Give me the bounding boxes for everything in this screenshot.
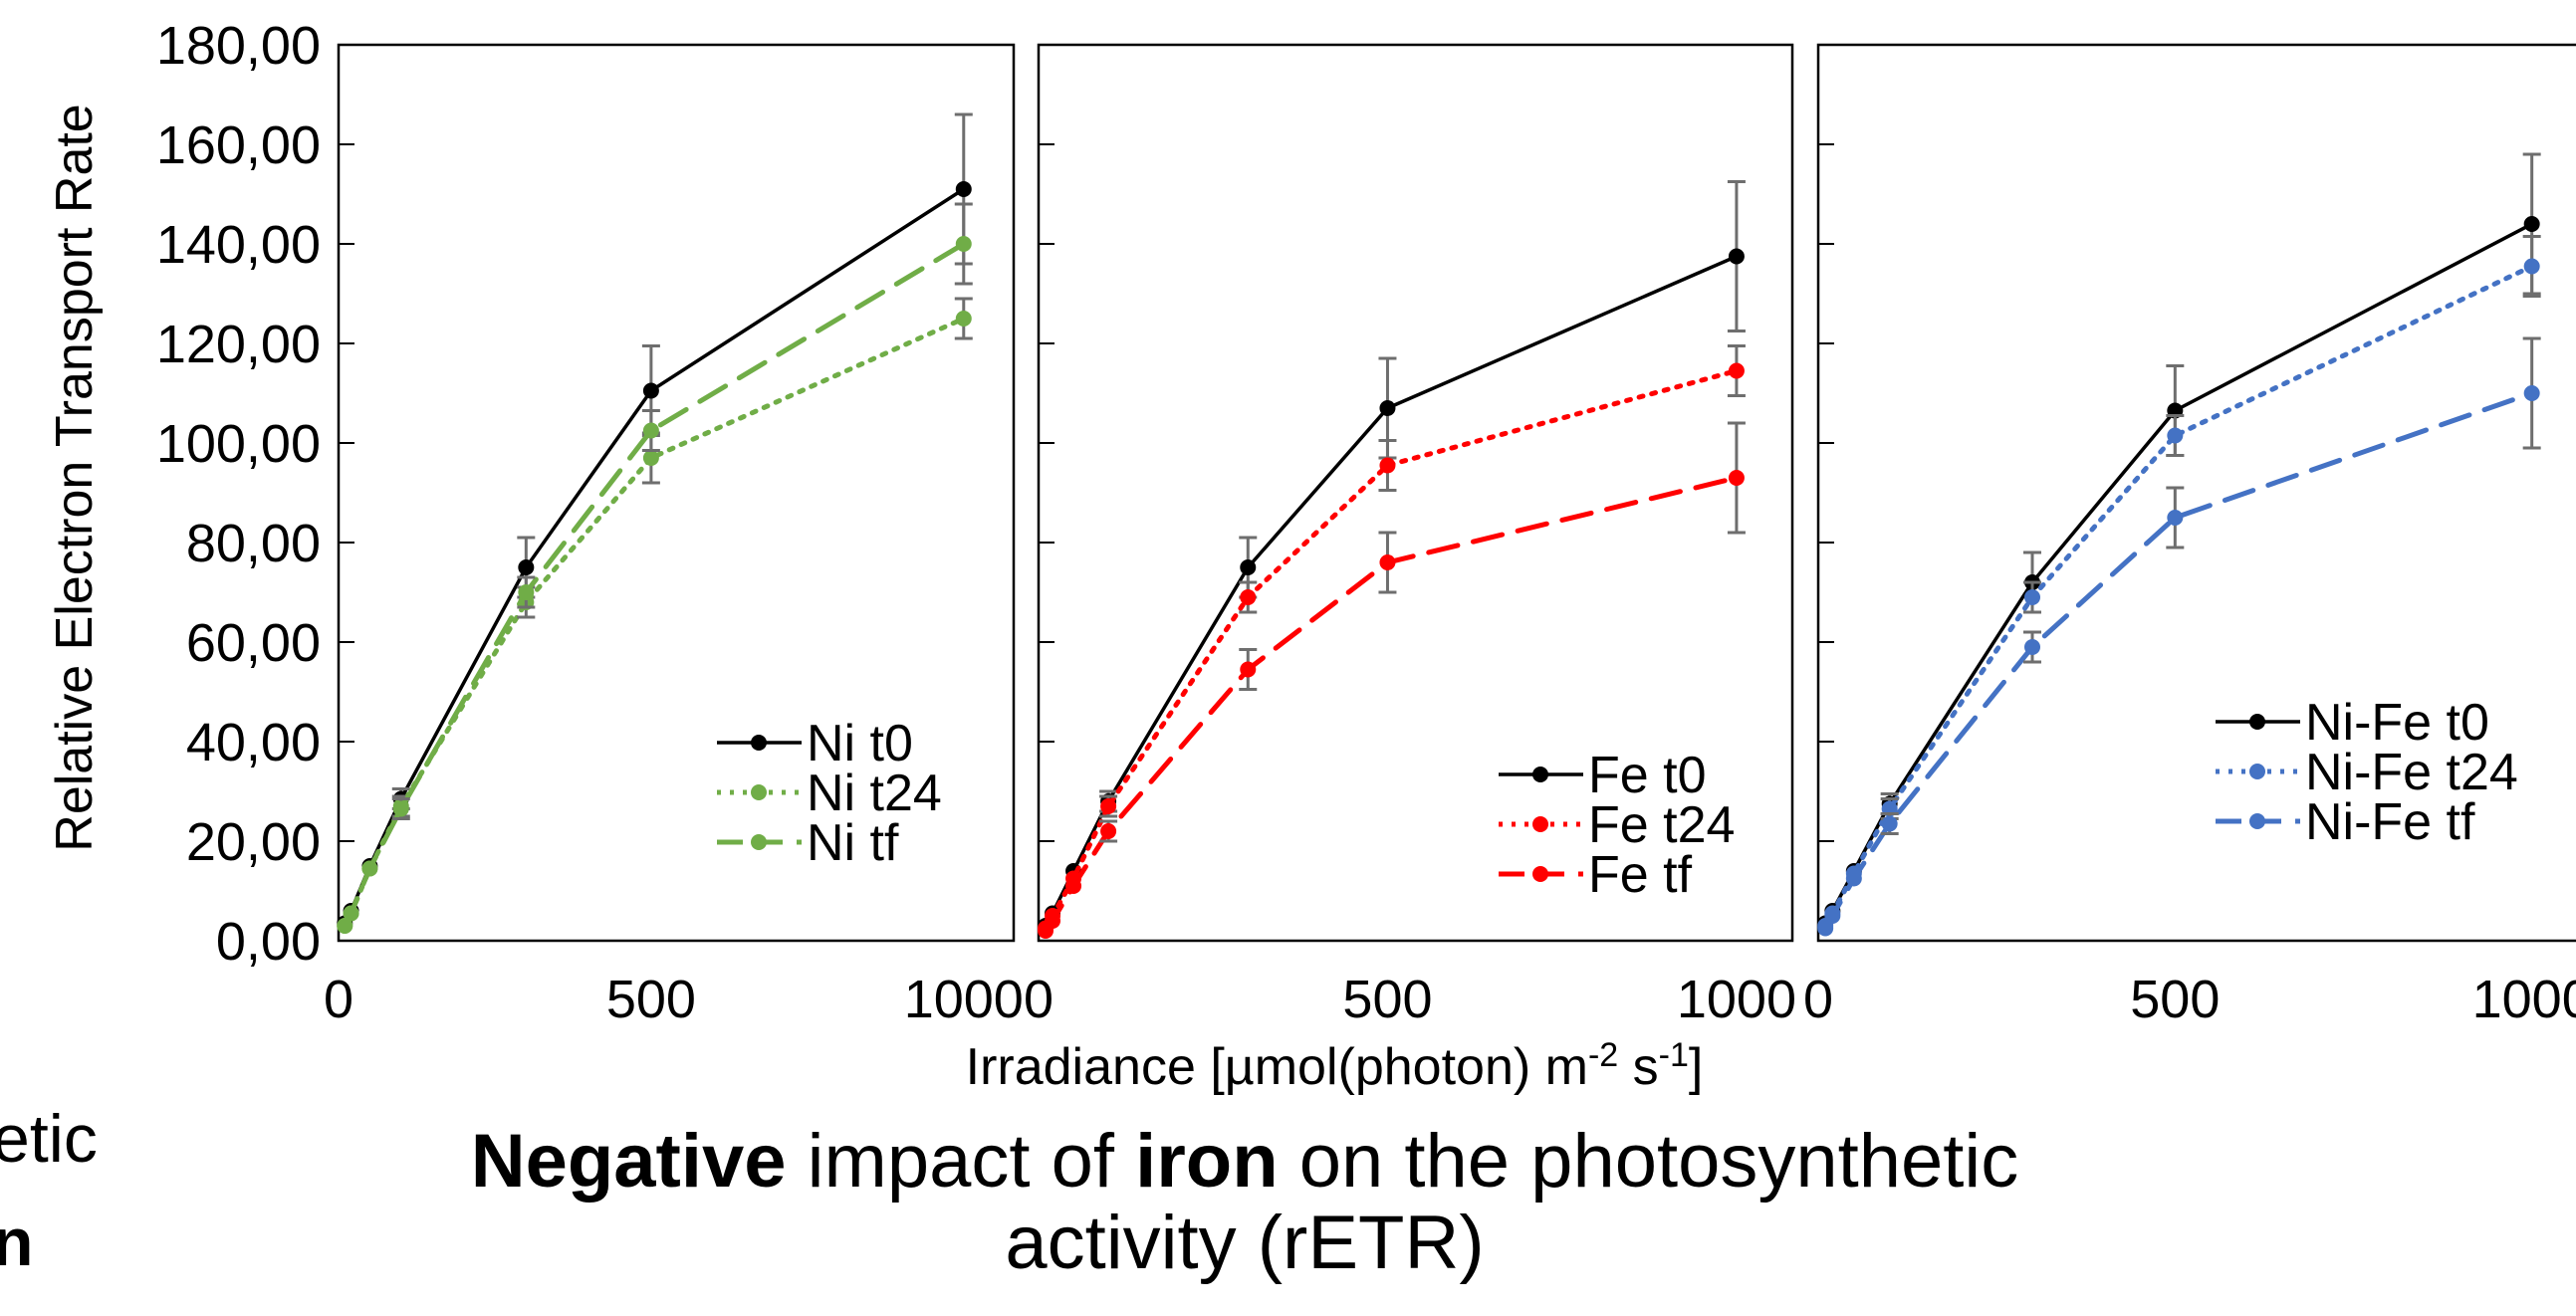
legend-label: Ni-Fe t24 bbox=[2305, 744, 2518, 801]
legend-label: Fe tf bbox=[1588, 846, 1693, 904]
x-tick-label: 500 bbox=[1342, 970, 1432, 1029]
caption-line1: Negative impact of iron on the photosynt… bbox=[398, 1119, 2091, 1204]
data-point bbox=[642, 422, 659, 439]
caption-text1: impact of bbox=[786, 1119, 1136, 1204]
plot-frame bbox=[1816, 43, 2576, 943]
x-tick-label: 0 bbox=[1024, 970, 1054, 1029]
y-tick-label: 80,00 bbox=[186, 514, 321, 573]
legend-swatch-marker bbox=[751, 834, 767, 850]
y-tick-label: 160,00 bbox=[156, 115, 321, 175]
data-point bbox=[1100, 798, 1117, 814]
legend-label: Ni-Fe tf bbox=[2305, 793, 2475, 851]
data-point bbox=[955, 236, 972, 252]
data-point bbox=[518, 559, 535, 575]
chart-panels: 0,00 20,00 40,00 60,00 80,00 100,00 120,00 140,… bbox=[156, 16, 2576, 1029]
legend-label: Fe t24 bbox=[1588, 796, 1735, 854]
plot-frame bbox=[1037, 43, 1794, 943]
left-fragment-line2: n bbox=[0, 1205, 34, 1280]
plot-frame bbox=[337, 43, 1016, 943]
data-point bbox=[955, 311, 972, 327]
data-point bbox=[1728, 362, 1745, 379]
data-point bbox=[518, 584, 535, 600]
data-point bbox=[955, 181, 972, 197]
x-tick-label: 1000 bbox=[904, 970, 1024, 1029]
data-point bbox=[361, 860, 378, 877]
chart-panel-1: 0,00 20,00 40,00 60,00 80,00 100,00 120,00 140,… bbox=[156, 16, 1024, 1029]
data-point bbox=[1824, 908, 1841, 924]
y-tick-label: 40,00 bbox=[186, 713, 321, 772]
y-tick-label: 180,00 bbox=[156, 16, 321, 76]
y-tick-label: 120,00 bbox=[156, 315, 321, 374]
legend-label: Fe t0 bbox=[1588, 747, 1707, 804]
data-point bbox=[1379, 400, 1396, 416]
legend-swatch-marker bbox=[751, 784, 767, 800]
data-point bbox=[642, 450, 659, 466]
legend-swatch-marker bbox=[2249, 764, 2265, 779]
x-tick-label: 1000 bbox=[1677, 970, 1796, 1029]
x-axis-title: Irradiance [µmol(photon) m-2 s-1] bbox=[966, 1036, 1704, 1096]
y-tick-label: 140,00 bbox=[156, 215, 321, 275]
legend-swatch-marker bbox=[751, 735, 767, 751]
x-tick-label: 500 bbox=[2130, 970, 2220, 1029]
data-point bbox=[1379, 457, 1396, 474]
data-point bbox=[2523, 258, 2540, 275]
x-tick-label: 1000 bbox=[2472, 970, 2576, 1029]
figure-caption: Negative impact of iron on the photosynt… bbox=[398, 1119, 2091, 1286]
x-tick-label: 0 bbox=[1803, 970, 1833, 1029]
data-point bbox=[2523, 385, 2540, 401]
data-point bbox=[642, 382, 659, 399]
data-point bbox=[1045, 913, 1061, 929]
data-point bbox=[2024, 639, 2040, 655]
legend-swatch-marker bbox=[1532, 816, 1548, 832]
data-point bbox=[337, 918, 353, 934]
legend-swatch-marker bbox=[1532, 767, 1548, 782]
y-tick-label: 100,00 bbox=[156, 414, 321, 474]
caption-bold-iron: iron bbox=[1135, 1119, 1279, 1204]
legend-swatch-marker bbox=[2249, 714, 2265, 730]
data-point bbox=[1065, 878, 1082, 894]
legend-label: Ni-Fe t0 bbox=[2305, 694, 2489, 752]
y-tick-label: 0,00 bbox=[216, 912, 321, 972]
x-tick-label: 0 bbox=[324, 970, 353, 1029]
left-fragment-line1: etic bbox=[0, 1101, 98, 1177]
data-point bbox=[1240, 589, 1257, 605]
data-point bbox=[392, 800, 409, 817]
caption-text2: on the photosynthetic bbox=[1278, 1119, 2019, 1204]
data-point bbox=[1100, 823, 1117, 839]
data-point bbox=[1240, 661, 1257, 678]
data-point bbox=[1728, 248, 1745, 265]
data-point bbox=[1817, 920, 1834, 937]
data-point bbox=[2523, 216, 2540, 232]
y-tick-label: 60,00 bbox=[186, 613, 321, 673]
data-point bbox=[1728, 470, 1745, 486]
legend-swatch-marker bbox=[1532, 866, 1548, 882]
data-point bbox=[1845, 870, 1862, 887]
caption-line2: activity (rETR) bbox=[1005, 1201, 1485, 1286]
data-point bbox=[343, 905, 359, 922]
legend-swatch-marker bbox=[2249, 813, 2265, 829]
caption-bold-negative: Negative bbox=[470, 1119, 787, 1204]
x-tick-label: 500 bbox=[606, 970, 696, 1029]
legend-label: Ni t0 bbox=[807, 715, 913, 772]
y-axis-title: Relative Electron Transport Rate bbox=[46, 104, 104, 851]
y-tick-label: 20,00 bbox=[186, 812, 321, 872]
data-point bbox=[2024, 589, 2040, 605]
data-point bbox=[1881, 815, 1898, 832]
data-point bbox=[1379, 554, 1396, 570]
legend-label: Ni tf bbox=[807, 814, 899, 872]
legend-label: Ni t24 bbox=[807, 765, 942, 822]
data-point bbox=[2167, 510, 2184, 526]
data-point bbox=[2167, 427, 2184, 444]
data-point bbox=[1240, 559, 1257, 575]
